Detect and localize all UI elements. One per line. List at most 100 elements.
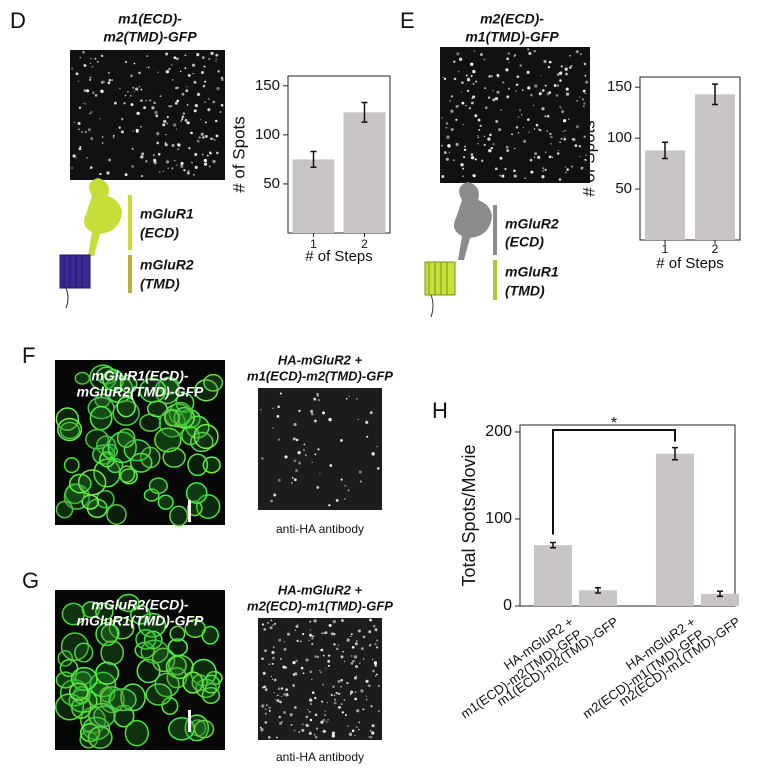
spot	[580, 53, 582, 55]
x-tick-label: 1	[662, 242, 669, 256]
spot	[270, 675, 272, 678]
cell	[77, 469, 107, 496]
spot	[494, 97, 499, 101]
spot	[545, 151, 547, 153]
spot	[530, 93, 533, 97]
spot	[328, 504, 331, 507]
spot	[350, 662, 354, 665]
spot	[94, 93, 98, 97]
spot	[530, 170, 534, 174]
spot	[470, 156, 475, 160]
spot	[477, 118, 481, 122]
spot	[322, 683, 325, 686]
spot	[145, 100, 147, 102]
legend-text: mGluR2	[505, 216, 559, 232]
spot	[453, 60, 456, 63]
spot	[360, 689, 364, 693]
error-bar	[662, 141, 668, 160]
cell	[81, 601, 101, 619]
bar	[695, 94, 735, 240]
spot	[196, 92, 201, 97]
micrograph	[440, 47, 590, 183]
spot	[124, 173, 128, 177]
panel-title: m1(ECD)-m2(TMD)-GFP	[247, 368, 393, 383]
cell	[167, 638, 189, 657]
spot	[471, 101, 474, 105]
x-tick-label: 2	[712, 242, 719, 256]
micrograph	[258, 388, 382, 510]
spot	[456, 52, 460, 56]
spot	[579, 155, 581, 158]
spot	[298, 730, 301, 733]
spot	[558, 71, 563, 76]
spot	[271, 650, 275, 654]
spot	[561, 110, 565, 114]
spot	[196, 139, 200, 143]
spot	[264, 688, 268, 691]
spot	[556, 152, 560, 155]
spot	[279, 721, 283, 725]
spot	[342, 650, 344, 653]
spot	[295, 659, 298, 663]
spot	[333, 643, 336, 646]
spot	[208, 165, 211, 168]
spot	[177, 148, 180, 151]
cell	[118, 465, 136, 483]
spot	[75, 72, 79, 76]
spot	[188, 147, 191, 150]
spot	[549, 132, 552, 135]
spot	[322, 718, 326, 722]
spot	[371, 724, 375, 728]
spot	[325, 721, 328, 723]
spot	[340, 685, 343, 688]
cell	[193, 719, 215, 739]
spot	[553, 84, 557, 88]
spot	[133, 91, 136, 93]
spot	[348, 732, 353, 737]
spot	[87, 128, 91, 132]
cell	[129, 604, 151, 625]
spot	[265, 704, 268, 707]
spot	[271, 678, 274, 680]
spot	[270, 619, 273, 622]
spot	[292, 673, 296, 676]
spot	[308, 731, 312, 735]
spot	[320, 700, 324, 703]
spot	[180, 120, 183, 122]
spot	[170, 105, 173, 107]
plot-frame	[639, 76, 741, 241]
spot	[354, 691, 357, 694]
legend-text: (ECD)	[505, 234, 544, 250]
spot	[259, 726, 262, 729]
spot	[350, 635, 352, 638]
spot	[488, 149, 492, 153]
spot	[539, 129, 542, 132]
spot	[358, 721, 361, 724]
spot	[541, 107, 545, 111]
spot	[558, 178, 562, 181]
spot	[369, 735, 373, 739]
spot	[559, 79, 562, 82]
spot	[450, 127, 454, 132]
micrograph	[258, 618, 382, 740]
spot	[353, 655, 358, 659]
spot	[309, 702, 312, 705]
spot	[175, 128, 178, 130]
spot	[330, 632, 334, 636]
spot	[183, 168, 186, 172]
spot	[492, 90, 494, 92]
panel-letter: D	[10, 8, 26, 33]
spot	[295, 469, 298, 472]
spot	[77, 122, 81, 125]
spot	[513, 174, 517, 178]
spot	[277, 405, 280, 409]
spot	[316, 393, 319, 396]
spot	[356, 709, 360, 713]
spot	[582, 105, 585, 108]
spot	[173, 56, 177, 60]
spot	[111, 79, 114, 81]
spot	[450, 109, 454, 113]
spot	[564, 130, 566, 132]
spot	[271, 662, 274, 665]
spot	[289, 713, 293, 717]
